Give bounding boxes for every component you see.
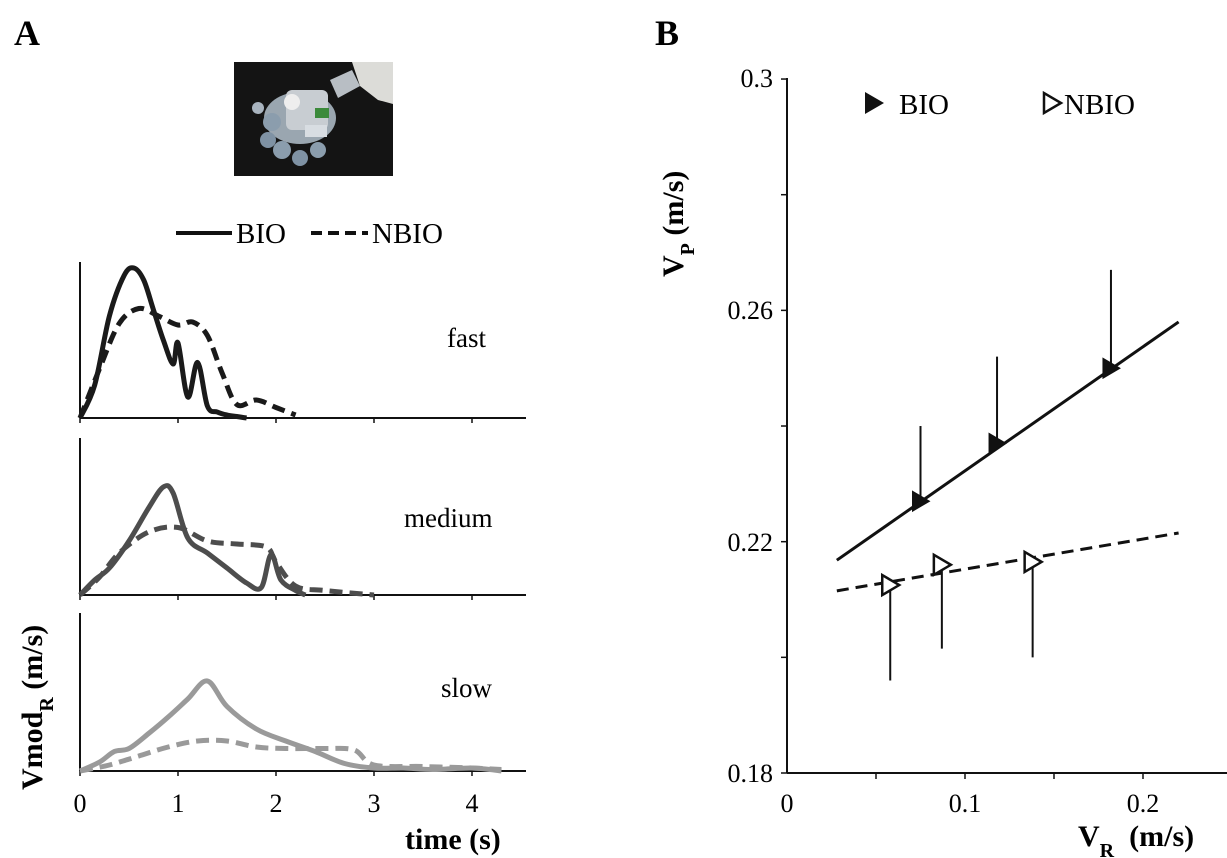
legend-bio-label-a: BIO xyxy=(236,218,286,250)
a-y-title-sub: R xyxy=(36,697,58,712)
legend-bio-label-b: BIO xyxy=(899,89,949,121)
panel-a-x-title: time (s) xyxy=(405,823,501,856)
panel-a-x-tick-labels: 0 1 2 3 4 xyxy=(74,789,479,818)
a-x-tick-2: 2 xyxy=(270,789,283,818)
legend-nbio-marker-b xyxy=(1042,90,1064,116)
panel-b-y-title: VP (m/s) xyxy=(657,171,699,277)
a-y-title-main: Vmod xyxy=(16,711,49,790)
fast-nbio-line xyxy=(77,305,297,419)
panel-a-y-title: VmodR (m/s) xyxy=(16,625,58,790)
a-x-tick-1: 1 xyxy=(172,789,185,818)
legend-panel-a: BIO NBIO xyxy=(176,218,443,250)
b-x-title-unit: (m/s) xyxy=(1114,820,1194,853)
panel-b-axes xyxy=(781,78,1227,779)
b-y-tick-0.18: 0.18 xyxy=(728,759,774,788)
panel-b-series xyxy=(835,269,1180,681)
b-x-tick-0.2: 0.2 xyxy=(1127,789,1160,818)
a-x-tick-0: 0 xyxy=(74,789,87,818)
medium-bio-line xyxy=(78,483,307,598)
panel-b-letter: B xyxy=(655,13,679,53)
panel-b-y-tick-labels: 0.3 0.26 0.22 0.18 xyxy=(728,64,774,788)
nbio-point-1 xyxy=(932,552,954,577)
b-x-title-sub: R xyxy=(1100,840,1115,858)
bio-point-0 xyxy=(912,490,931,513)
nbio-point-0 xyxy=(880,572,902,598)
row-label-medium: medium xyxy=(404,503,493,533)
nbio-point-2 xyxy=(1023,549,1045,575)
row-label-slow: slow xyxy=(441,673,493,703)
slow-bio-line xyxy=(78,678,502,774)
medium-nbio-line xyxy=(78,524,375,598)
row-label-fast: fast xyxy=(447,323,486,353)
b-y-title-main: V xyxy=(657,255,690,277)
legend-panel-b: BIO NBIO xyxy=(865,89,1135,121)
a-y-title-unit: (m/s) xyxy=(16,625,49,697)
panel-a-series xyxy=(77,265,502,774)
a-x-tick-3: 3 xyxy=(368,789,381,818)
panel-a-letter: A xyxy=(14,13,40,53)
legend-nbio-label-b: NBIO xyxy=(1064,89,1135,121)
panel-b-x-title: VR (m/s) xyxy=(1078,820,1194,858)
a-x-tick-4: 4 xyxy=(466,789,479,818)
b-y-title-sub: P xyxy=(677,243,699,255)
bio-point-2 xyxy=(1102,357,1121,380)
robotic-hand-photo xyxy=(234,62,393,176)
b-x-tick-0.1: 0.1 xyxy=(949,789,982,818)
panel-b-x-tick-labels: 0 0.1 0.2 xyxy=(781,789,1160,818)
slow-nbio-line xyxy=(79,737,502,774)
b-y-tick-0.22: 0.22 xyxy=(728,528,774,557)
b-y-tick-0.26: 0.26 xyxy=(728,296,774,325)
bio-point-1 xyxy=(988,432,1008,455)
b-x-title-main: V xyxy=(1078,820,1100,853)
legend-bio-marker-b xyxy=(865,92,884,114)
bio-fit-line xyxy=(835,320,1180,562)
b-y-tick-0.3: 0.3 xyxy=(741,64,774,93)
fast-bio-line xyxy=(77,265,247,421)
b-x-tick-0: 0 xyxy=(781,789,794,818)
legend-nbio-label-a: NBIO xyxy=(372,218,443,250)
b-y-title-unit: (m/s) xyxy=(657,171,690,243)
